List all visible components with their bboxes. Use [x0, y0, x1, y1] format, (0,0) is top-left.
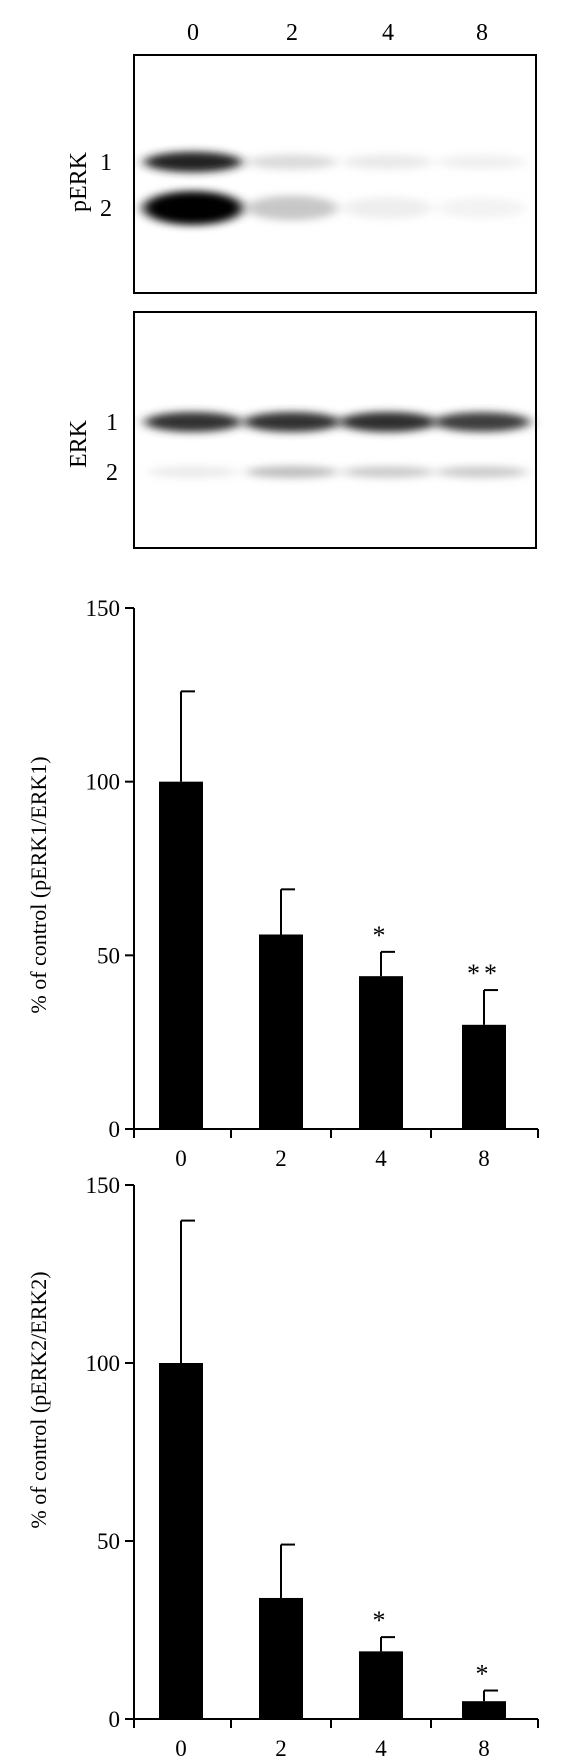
blot-band: [144, 411, 242, 433]
lane-label: 4: [382, 20, 394, 46]
blot-band: [343, 197, 433, 219]
significance-marker: *: [373, 921, 390, 950]
row-label-perk-2: 2: [100, 196, 112, 222]
x-tick-label: 4: [375, 1146, 387, 1171]
lane-label: 0: [187, 20, 199, 46]
bar: [462, 1024, 506, 1129]
blot-band: [433, 412, 531, 432]
bar: [359, 1651, 403, 1719]
y-tick-label: 100: [86, 1351, 121, 1376]
y-axis-title: % of control (pERK2/ERK2): [26, 1271, 51, 1528]
blot-panel-perk: pERK 1 2: [66, 54, 537, 294]
x-tick-label: 4: [375, 1736, 387, 1760]
x-tick-label: 0: [175, 1146, 187, 1171]
y-tick-label: 0: [109, 1117, 121, 1142]
significance-marker: *: [476, 1660, 493, 1689]
blot-band: [143, 191, 243, 225]
significance-marker: *: [373, 1606, 390, 1635]
blot-band: [342, 466, 434, 478]
blot-frame-perk: [133, 54, 537, 294]
lane-label: 8: [476, 20, 488, 46]
y-axis-title: % of control (pERK1/ERK1): [26, 756, 51, 1013]
blot-band: [339, 411, 437, 433]
blot-band: [243, 411, 341, 433]
blot-bands-perk: [143, 151, 527, 225]
blot-panel-erk: ERK 1 2: [66, 311, 537, 549]
protein-label-perk: pERK: [66, 151, 92, 212]
x-tick-label: 2: [275, 1736, 287, 1760]
bar: [359, 976, 403, 1129]
blot-band: [143, 151, 243, 173]
blot-band: [436, 466, 528, 478]
blot-band: [437, 155, 527, 169]
bar: [159, 781, 203, 1129]
bar-chart-perk1: % of control (pERK1/ERK1) 0 50 100 150 0 2 4 * 8…: [26, 596, 539, 1171]
blot-band: [246, 154, 338, 170]
blot-band: [343, 154, 433, 170]
lane-label: 2: [286, 20, 298, 46]
y-tick-label: 150: [86, 1173, 121, 1198]
bar: [259, 934, 303, 1129]
x-tick-label: 2: [275, 1146, 287, 1171]
bar: [259, 1597, 303, 1719]
blot-band: [246, 195, 338, 221]
lane-labels: 0 2 4 8: [187, 20, 488, 46]
bar-chart-perk2: % of control (pERK2/ERK2) 0 50 100 150 0 2 4 * 8…: [26, 1173, 539, 1760]
row-label-erk-2: 2: [106, 460, 118, 486]
x-tick-label: 0: [175, 1736, 187, 1760]
blot-band: [148, 466, 238, 478]
significance-marker: **: [467, 959, 501, 988]
blot-band: [245, 466, 339, 478]
row-label-perk-1: 1: [100, 150, 112, 176]
x-tick-label: 8: [478, 1736, 490, 1760]
y-tick-label: 150: [86, 596, 121, 621]
x-tick-label: 8: [478, 1146, 490, 1171]
row-label-erk-1: 1: [106, 410, 118, 436]
y-tick-label: 50: [97, 943, 120, 968]
protein-label-erk: ERK: [66, 419, 92, 468]
y-tick-label: 0: [109, 1707, 121, 1732]
y-tick-label: 50: [97, 1529, 120, 1554]
blot-band: [437, 197, 527, 219]
bar: [462, 1701, 506, 1719]
blot-bands-erk: [144, 411, 531, 478]
bar: [159, 1363, 203, 1719]
y-tick-label: 100: [86, 770, 121, 795]
